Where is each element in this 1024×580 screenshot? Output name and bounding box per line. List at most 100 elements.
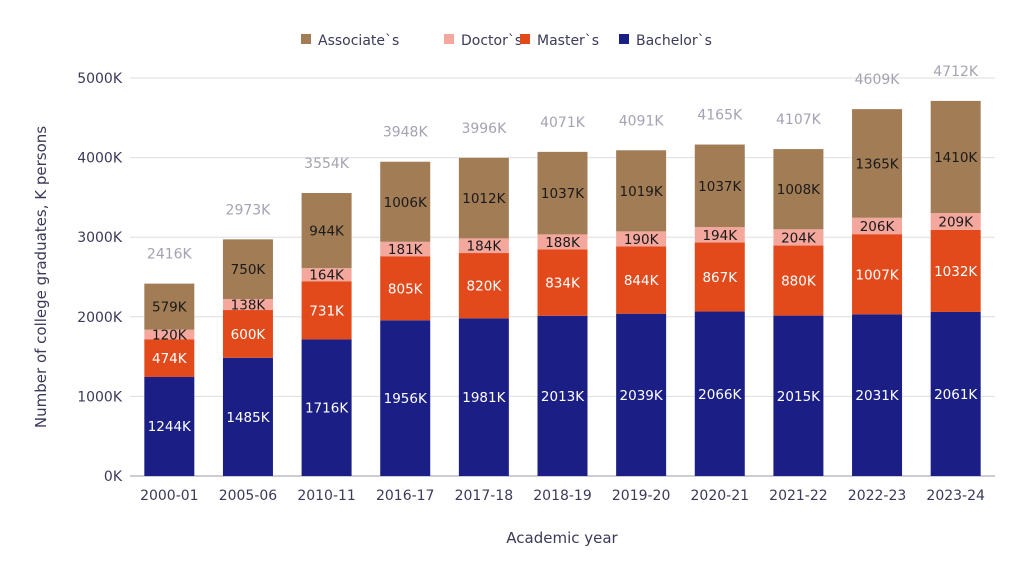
bar-segment (537, 234, 588, 250)
bar-segment (930, 311, 981, 476)
bar-segment (144, 339, 195, 377)
bar-segment (301, 193, 352, 269)
data-label: 190K (624, 232, 660, 248)
x-tick-label: 2019-20 (612, 488, 671, 504)
bar-segment (616, 246, 667, 314)
legend-swatch (520, 34, 530, 44)
legend-label: Doctor`s (461, 33, 522, 49)
data-label: 844K (624, 273, 660, 289)
data-label: 731K (309, 303, 345, 319)
bar-segment (144, 376, 195, 476)
bar-segment (930, 213, 981, 230)
data-label: 206K (860, 219, 896, 235)
y-axis-ticks: 0K 1000K 2000K 3000K 4000K 5000K (77, 71, 123, 485)
total-label: 4071K (540, 115, 586, 131)
data-label: 1006K (384, 195, 428, 211)
data-label: 1007K (855, 267, 899, 283)
x-tick-label: 2000-01 (140, 488, 199, 504)
data-label: 181K (388, 242, 424, 258)
bar-segment (537, 249, 588, 316)
data-label: 944K (309, 224, 345, 240)
bar-segment (458, 238, 509, 254)
data-label: 750K (231, 262, 267, 278)
bar-segment (380, 161, 431, 242)
bar-segment (616, 231, 667, 247)
bar-segment (773, 315, 824, 476)
bar-segment (537, 315, 588, 476)
data-label: 1716K (305, 401, 349, 417)
total-label: 4165K (697, 107, 743, 123)
x-axis-ticks: 2000-01 2005-06 2010-11 2016-17 2017-18 2018-… (140, 488, 985, 504)
data-label: 2061K (934, 387, 978, 403)
total-label: 3948K (383, 125, 429, 141)
data-label: 820K (467, 279, 503, 295)
bar-segment (458, 318, 509, 476)
legend-label: Associate`s (318, 33, 399, 49)
bar-segment (380, 241, 431, 257)
data-label: 188K (545, 235, 581, 251)
y-axis-label: Number of college graduates, K persons (32, 126, 50, 428)
bar-segment (694, 144, 745, 228)
x-tick-label: 2020-21 (691, 488, 750, 504)
y-tick-label: 5000K (77, 71, 123, 87)
data-label: 1981K (462, 390, 506, 406)
total-label: 2973K (226, 202, 272, 218)
bar-segment (380, 256, 431, 321)
bar-segment (616, 313, 667, 476)
bar-segment (773, 149, 824, 230)
total-label: 4609K (855, 72, 901, 88)
bar-segment (380, 320, 431, 476)
bar-segment (694, 242, 745, 312)
bar-segment (222, 239, 273, 300)
data-label: 600K (231, 327, 267, 343)
bar-segment (222, 299, 273, 311)
data-label: 204K (781, 230, 817, 246)
data-label: 1008K (777, 182, 821, 198)
data-label: 1485K (226, 410, 270, 426)
y-tick-label: 2000K (77, 310, 123, 326)
bar-segment (301, 268, 352, 282)
data-label: 1032K (934, 264, 978, 280)
bar-segment (144, 329, 195, 340)
data-label: 474K (152, 351, 188, 367)
data-label: 805K (388, 281, 424, 297)
bar-segment (773, 229, 824, 246)
bar-segment (852, 109, 903, 218)
x-axis-label: Academic year (506, 529, 618, 547)
data-label: 1244K (148, 419, 192, 435)
bar-segment (458, 253, 509, 319)
data-label: 867K (702, 270, 738, 286)
data-label: 1012K (462, 191, 506, 207)
y-tick-label: 4000K (77, 151, 123, 167)
total-label: 4091K (619, 113, 665, 129)
total-label: 4712K (933, 64, 979, 80)
total-label: 3996K (461, 121, 507, 137)
bar-segment (616, 150, 667, 232)
bar-segment (301, 339, 352, 476)
bar-segment (773, 245, 824, 316)
bar-segment (144, 283, 195, 330)
bar-segment (930, 100, 981, 214)
data-label: 834K (545, 276, 581, 292)
data-label: 1037K (698, 179, 742, 195)
bar-segment (930, 229, 981, 312)
bar-segment (694, 227, 745, 243)
total-label: 4107K (776, 112, 822, 128)
legend-label: Master`s (537, 33, 599, 49)
x-tick-label: 2023-24 (926, 488, 985, 504)
data-label: 579K (152, 300, 188, 316)
bar-segment (301, 281, 352, 340)
bar-segment (852, 234, 903, 315)
data-label: 209K (938, 214, 974, 230)
bar-segment (852, 314, 903, 476)
legend: Associate`s Doctor`s Master`s Bachelor`s (301, 33, 712, 49)
x-tick-label: 2017-18 (455, 488, 514, 504)
bar-segment (222, 357, 273, 476)
legend-swatch (444, 34, 454, 44)
x-tick-label: 2005-06 (219, 488, 278, 504)
legend-swatch (619, 34, 629, 44)
data-label: 1365K (855, 156, 899, 172)
bar-segment (852, 217, 903, 235)
data-label: 194K (702, 228, 738, 244)
